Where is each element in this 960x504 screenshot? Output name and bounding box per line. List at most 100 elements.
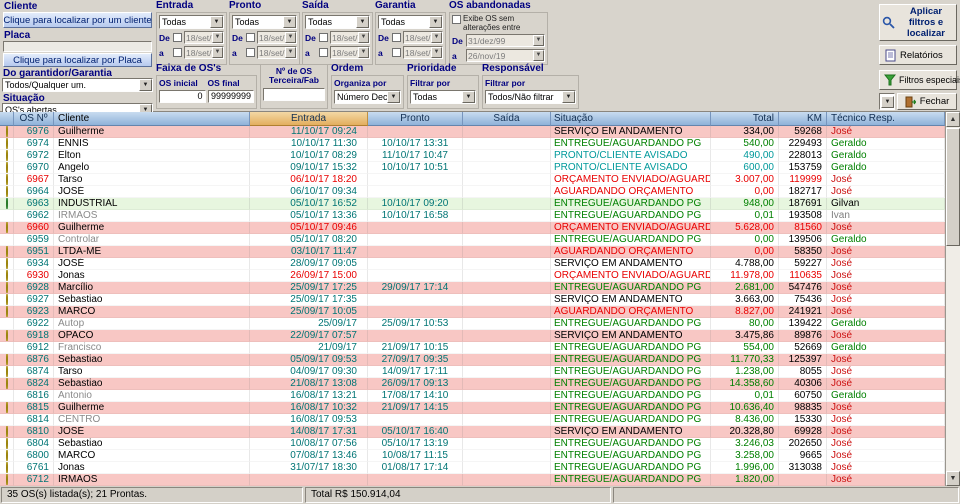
abandonadas-checkbox[interactable] [452,15,461,24]
date-from-field[interactable]: 18/set/17 ▼ [403,31,443,44]
table-row[interactable]: 6970 Angelo 09/10/17 15:32 10/10/17 10:5… [0,162,945,174]
period-select[interactable]: Todas ▼ [305,15,370,29]
table-row[interactable]: 6824 Sebastiao 21/08/17 13:08 26/09/17 0… [0,378,945,390]
cell-entrada: 06/10/17 09:34 [250,186,368,198]
date-to-checkbox[interactable] [392,48,401,57]
date-from-field[interactable]: 18/set/17 ▼ [330,31,370,44]
table-row[interactable]: 6804 Sebastiao 10/08/17 07:56 05/10/17 1… [0,438,945,450]
table-row[interactable]: 6761 Jonas 31/07/17 18:30 01/08/17 17:14… [0,462,945,474]
table-row[interactable]: 6967 Tarso 06/10/17 18:20 ORÇAMENTO ENVI… [0,174,945,186]
cell-tecnico: José [827,282,945,294]
date-to-checkbox[interactable] [319,48,328,57]
table-row[interactable]: 6960 Guilherme 05/10/17 09:46 ORÇAMENTO … [0,222,945,234]
table-row[interactable]: 6815 Guilherme 16/08/17 10:32 21/09/17 1… [0,402,945,414]
cell-os: 6963 [14,198,54,210]
cell-total: 3.475,86 [711,330,779,342]
column-situacao[interactable]: Situação [551,112,711,126]
table-row[interactable]: 6934 JOSÉ 28/09/17 09:05 SERVIÇO EM ANDA… [0,258,945,270]
period-select[interactable]: Todas ▼ [159,15,224,29]
terceira-field[interactable] [263,88,325,101]
table-row[interactable]: 6928 Marcílio 25/09/17 17:25 29/09/17 17… [0,282,945,294]
cell-entrada: 25/09/17 10:05 [250,306,368,318]
cell-saida [463,318,551,330]
table-row[interactable]: 6918 OPACO 22/09/17 07:57 SERVIÇO EM AND… [0,330,945,342]
scroll-up-button[interactable]: ▲ [946,112,960,127]
date-to-field[interactable]: 18/set/17 ▼ [257,46,297,59]
date-from-checkbox[interactable] [319,33,328,42]
table-row[interactable]: 6874 Tarso 04/09/17 09:30 14/09/17 17:11… [0,366,945,378]
period-select[interactable]: Todas ▼ [232,15,297,29]
table-row[interactable]: 6923 MARCO 25/09/17 10:05 AGUARDANDO ORÇ… [0,306,945,318]
responsavel-select[interactable]: Todos/Não filtrar ▼ [485,90,576,104]
cell-entrada: 05/10/17 08:20 [250,234,368,246]
cell-cliente: JOSÉ [54,186,250,198]
date-to-field[interactable]: 18/set/17 ▼ [330,46,370,59]
table-row[interactable]: 6814 CENTRO 16/08/17 09:53 ENTREGUE/AGUA… [0,414,945,426]
cell-tecnico: José [827,186,945,198]
vertical-scrollbar[interactable]: ▲ ▼ [945,112,960,486]
cell-saida [463,378,551,390]
table-row[interactable]: 6876 Sebastiao 05/09/17 09:53 27/09/17 0… [0,354,945,366]
column-total[interactable]: Total [711,112,779,126]
date-from-checkbox[interactable] [246,33,255,42]
abandonadas-date-from[interactable]: 31/dez/99 ▼ [466,34,545,47]
cell-os: 6800 [14,450,54,462]
column-pronto[interactable]: Pronto [368,112,463,126]
column-entrada[interactable]: Entrada [250,112,368,126]
cell-os: 6922 [14,318,54,330]
cell-total: 4.788,00 [711,258,779,270]
apply-filters-button[interactable]: Aplicar filtros e localizar [879,4,957,41]
table-row[interactable]: 6810 JOSÉ 14/08/17 17:31 05/10/17 16:40 … [0,426,945,438]
special-filters-button[interactable]: Filtros especiais [879,70,960,90]
table-row[interactable]: 6974 ENNIS 10/10/17 11:30 10/10/17 13:31… [0,138,945,150]
table-row[interactable]: 6959 Controlar 05/10/17 08:20 ENTREGUE/A… [0,234,945,246]
table-row[interactable]: 6912 Francisco 21/09/17 21/09/17 10:15 E… [0,342,945,354]
column-tecnico[interactable]: Técnico Resp. [827,112,945,126]
column-km[interactable]: KM [779,112,827,126]
table-row[interactable]: 6816 Antonio 16/08/17 13:21 17/08/17 14:… [0,390,945,402]
placa-locate-button[interactable]: Clique para localizar por Placa [3,53,152,67]
table-row[interactable]: 6972 Elton 10/10/17 08:29 11/10/17 10:47… [0,150,945,162]
os-table: OS Nº Cliente Entrada Pronto Saída Situa… [0,112,945,486]
table-row[interactable]: 6964 JOSÉ 06/10/17 09:34 AGUARDANDO ORÇA… [0,186,945,198]
table-row[interactable]: 6800 MARCO 07/08/17 13:46 10/08/17 11:15… [0,450,945,462]
cliente-locate-button[interactable]: Clique para localizar por um cliente [3,12,152,28]
period-select[interactable]: Todas ▼ [378,15,443,29]
table-row[interactable]: 6962 IRMÃOS 05/10/17 13:36 10/10/17 16:5… [0,210,945,222]
date-from-checkbox[interactable] [173,33,182,42]
date-to-checkbox[interactable] [173,48,182,57]
column-cliente[interactable]: Cliente [54,112,250,126]
column-os[interactable]: OS Nº [14,112,54,126]
table-row[interactable]: 6951 LTDA-ME 03/10/17 11:47 AGUARDANDO O… [0,246,945,258]
scrollbar-thumb[interactable] [946,128,960,246]
scroll-down-button[interactable]: ▼ [946,471,960,486]
column-status-icon[interactable] [0,112,14,126]
column-saida[interactable]: Saída [463,112,551,126]
date-to-checkbox[interactable] [246,48,255,57]
reports-button[interactable]: Relatórios [879,45,957,65]
close-options-select[interactable]: ▼ [879,93,895,110]
date-from-checkbox[interactable] [392,33,401,42]
chevron-down-icon: ▼ [212,47,223,58]
row-status-icon [0,318,14,330]
cell-km: 228013 [779,150,827,162]
ordem-select[interactable]: Número Decr ▼ [334,90,401,104]
date-from-field[interactable]: 18/set/17 ▼ [184,31,224,44]
abandonadas-date-to[interactable]: 26/nov/19 ▼ [466,49,545,62]
table-row[interactable]: 6712 IRMÃOS ENTREGUE/AGUARDANDO PG 1.820… [0,474,945,486]
table-row[interactable]: 6927 Sebastiao 25/09/17 17:35 SERVIÇO EM… [0,294,945,306]
prioridade-select[interactable]: Todas ▼ [410,90,476,104]
os-inicial-field[interactable]: 0 [159,90,206,103]
cell-saida [463,126,551,138]
ordem-group: Ordem Organiza por Número Decr ▼ [331,64,404,109]
os-final-field[interactable]: 99999999 [207,90,254,103]
table-row[interactable]: 6976 Guilherme 11/10/17 09:24 SERVIÇO EM… [0,126,945,138]
close-button[interactable]: Fechar [897,93,957,110]
date-to-field[interactable]: 18/set/17 ▼ [403,46,443,59]
table-row[interactable]: 6930 Jonas 26/09/17 15:00 ORÇAMENTO ENVI… [0,270,945,282]
table-row[interactable]: 6963 INDUSTRIAL 05/10/17 16:52 10/10/17 … [0,198,945,210]
table-row[interactable]: 6922 Autop 25/09/17 25/09/17 10:53 ENTRE… [0,318,945,330]
date-to-field[interactable]: 18/set/17 ▼ [184,46,224,59]
date-from-field[interactable]: 18/set/17 ▼ [257,31,297,44]
garantidor-select[interactable]: Todos/Qualquer um. ▼ [2,78,153,92]
